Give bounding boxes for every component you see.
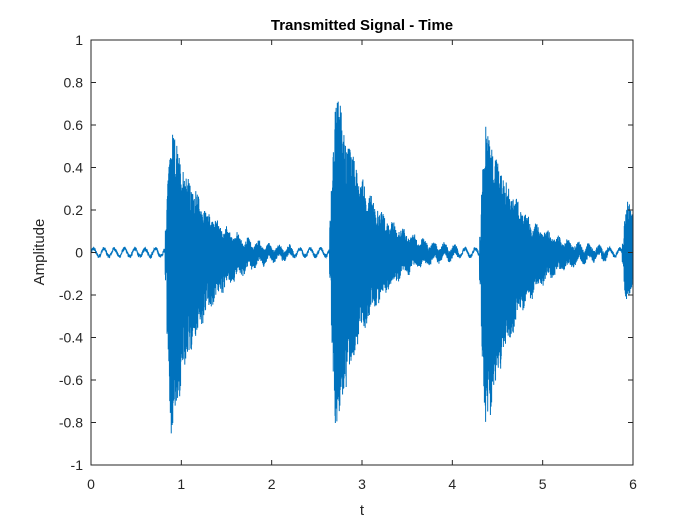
y-tick-label: 0.2 bbox=[64, 202, 84, 218]
y-tick-label: -0.8 bbox=[59, 415, 83, 431]
y-tick-label: 0.6 bbox=[64, 117, 84, 133]
x-tick-label: 5 bbox=[539, 476, 547, 492]
x-tick-label: 0 bbox=[87, 476, 95, 492]
x-tick-label: 3 bbox=[358, 476, 366, 492]
x-axis-ticks: 0 1 2 3 4 5 6 bbox=[87, 40, 637, 492]
x-tick-label: 2 bbox=[268, 476, 276, 492]
y-tick-label: 1 bbox=[75, 32, 83, 48]
y-tick-label: -0.2 bbox=[59, 287, 83, 303]
y-tick-label: -1 bbox=[71, 457, 84, 473]
y-axis-ticks: -1 -0.8 -0.6 -0.4 -0.2 0 0.2 0.4 0.6 0.8 1 bbox=[59, 32, 633, 473]
y-tick-label: 0 bbox=[75, 245, 83, 261]
y-tick-label: 0.8 bbox=[64, 75, 84, 91]
y-tick-label: -0.4 bbox=[59, 330, 83, 346]
x-axis-label: t bbox=[360, 502, 365, 519]
plot-area bbox=[90, 39, 634, 466]
signal-line bbox=[90, 101, 634, 434]
y-tick-label: 0.4 bbox=[64, 160, 84, 176]
x-tick-label: 6 bbox=[629, 476, 637, 492]
chart-title: Transmitted Signal - Time bbox=[271, 17, 453, 34]
x-tick-label: 1 bbox=[177, 476, 185, 492]
y-axis-label: Amplitude bbox=[31, 219, 48, 286]
x-tick-label: 4 bbox=[448, 476, 456, 492]
y-tick-label: -0.6 bbox=[59, 372, 83, 388]
